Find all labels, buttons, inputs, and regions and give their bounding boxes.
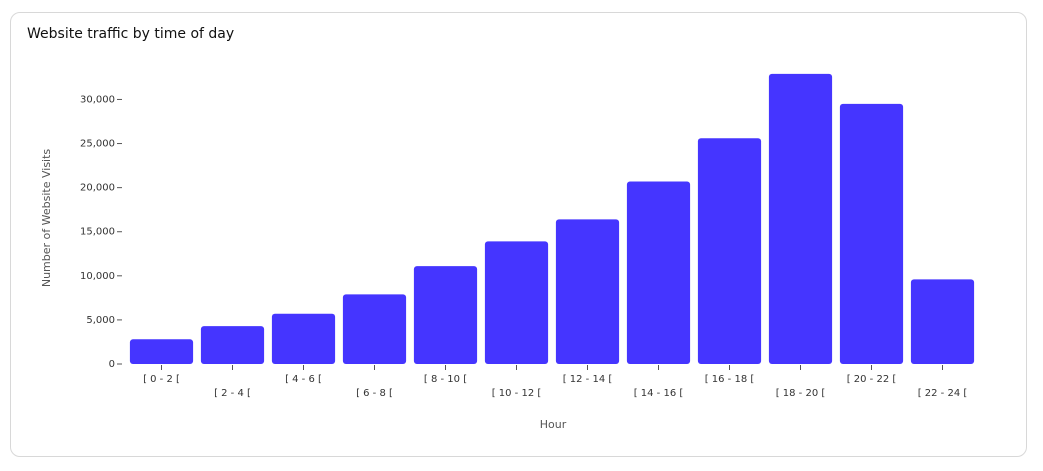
x-tick-label: [ 2 - 4 [ xyxy=(214,388,251,399)
x-tick-label: [ 4 - 6 [ xyxy=(285,374,322,385)
y-tick-label: 15,000 xyxy=(80,227,115,238)
bar xyxy=(271,313,336,364)
x-tick-label: [ 18 - 20 [ xyxy=(776,388,826,399)
bar xyxy=(839,103,904,364)
y-tick-label: 25,000 xyxy=(80,139,115,150)
y-tick-label: 30,000 xyxy=(80,94,115,105)
bar xyxy=(342,294,407,364)
chart-card xyxy=(10,12,1027,457)
bar xyxy=(413,266,478,364)
y-tick-label: 20,000 xyxy=(80,183,115,194)
x-tick-label: [ 10 - 12 [ xyxy=(492,388,542,399)
bar xyxy=(697,138,762,364)
bar xyxy=(200,326,265,364)
bar xyxy=(910,279,975,364)
y-axis-title: Number of Website Visits xyxy=(40,149,53,288)
y-tick-label: 0 xyxy=(109,359,115,370)
x-tick-label: [ 16 - 18 [ xyxy=(705,374,755,385)
x-tick-label: [ 12 - 14 [ xyxy=(563,374,613,385)
x-tick-label: [ 20 - 22 [ xyxy=(847,374,897,385)
bar xyxy=(768,73,833,364)
bar xyxy=(555,219,620,364)
x-tick-label: [ 14 - 16 [ xyxy=(634,388,684,399)
x-tick-label: [ 6 - 8 [ xyxy=(356,388,393,399)
bar xyxy=(626,181,691,364)
x-tick-label: [ 0 - 2 [ xyxy=(143,374,180,385)
y-tick-label: 5,000 xyxy=(86,315,115,326)
x-tick-label: [ 22 - 24 [ xyxy=(918,388,968,399)
chart-title: Website traffic by time of day xyxy=(27,26,234,42)
bar xyxy=(484,241,549,364)
x-axis-title: Hour xyxy=(540,418,567,431)
y-tick-label: 10,000 xyxy=(80,271,115,282)
x-tick-label: [ 8 - 10 [ xyxy=(424,374,467,385)
bar xyxy=(129,339,194,364)
